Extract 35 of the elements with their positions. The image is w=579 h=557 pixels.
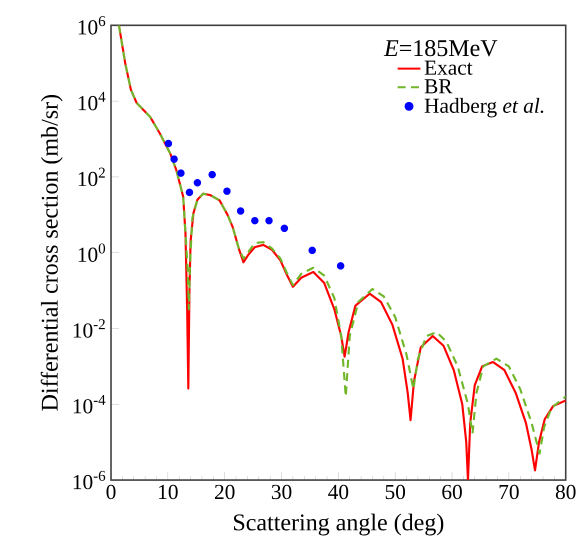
point [164,140,172,148]
x-tick-label: 40 [328,484,348,500]
point [236,207,244,215]
y-tick-label: 10$^{2}$ [78,168,105,186]
point [265,216,273,224]
y-tick-label: 10$^{4}$ [78,92,106,110]
y-tick-label: 10$^{-2}$ [74,319,105,338]
point [186,188,194,196]
point [223,187,231,195]
x-tick-label: 70 [500,484,519,500]
point [336,262,344,270]
point [177,169,185,177]
legend-label: BR [424,79,453,94]
legend-label: Hadberg et al. [424,98,544,118]
x-tick-label: 50 [386,484,406,500]
x-tick-label: 60 [442,484,462,500]
y-tick-label: 10$^{6}$ [78,16,106,35]
x-tick-label: 10 [159,484,178,500]
y-tick-label: 10$^{0}$ [78,243,106,262]
x-tick-label: 80 [556,484,576,500]
y-tick-label: 10$^{-6}$ [74,470,106,490]
point [194,179,202,186]
x-axis-title: Scattering angle (deg) [234,514,444,536]
point [208,170,216,178]
point [170,155,178,163]
point [251,216,259,224]
y-axis-title: Differential cross section (mb/sr) [40,94,63,411]
y-tick-label: 10$^{-4}$ [74,395,106,414]
x-tick-label: 30 [272,484,292,500]
legend-label: Exact [424,60,473,75]
point [308,246,316,254]
x-tick-label: 0 [106,484,116,500]
x-tick-label: 20 [214,484,235,500]
legend-title: E=185MeV [384,40,498,56]
point [280,224,288,232]
